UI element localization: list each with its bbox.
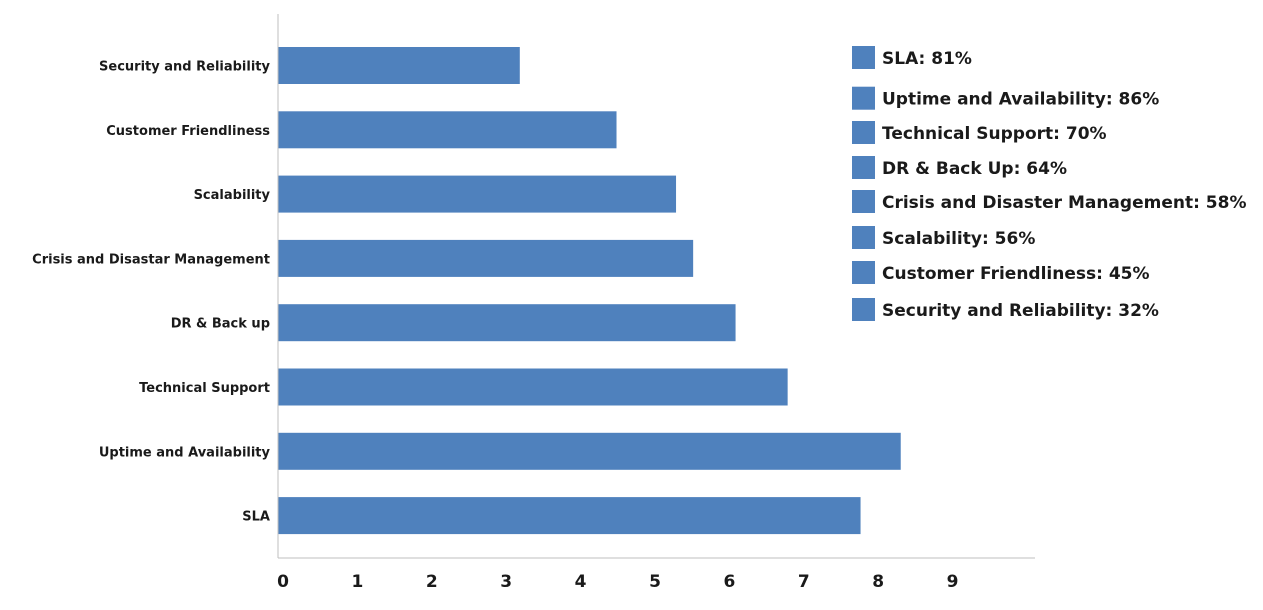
legend-item-customer-friendliness: Customer Friendliness: 45% xyxy=(882,264,1150,284)
x-tick-label-7: 7 xyxy=(798,572,810,592)
bar-dr-and-back-up xyxy=(278,304,736,342)
x-tick-label-2: 2 xyxy=(426,572,438,592)
legend-swatch xyxy=(852,46,875,69)
bar-sla xyxy=(278,497,861,535)
bar-crisis-and-disastar-management xyxy=(278,239,694,277)
category-label-crisis-and-disastar-management: Crisis and Disastar Management xyxy=(32,252,270,267)
x-tick-label-6: 6 xyxy=(723,572,735,592)
bar-customer-friendliness xyxy=(278,111,617,149)
category-label-security-and-reliability: Security and Reliability xyxy=(99,60,270,75)
legend-item-scalability: Scalability: 56% xyxy=(882,229,1035,249)
legend: SLA: 81% Uptime and Availability: 86% Tech… xyxy=(852,46,1246,321)
legend-item-crisis-and-disaster-management: Crisis and Disaster Management: 58% xyxy=(882,193,1246,213)
legend-item-sla: SLA: 81% xyxy=(882,49,972,69)
x-tick-label-9: 9 xyxy=(947,572,959,592)
x-tick-label-4: 4 xyxy=(575,572,587,592)
bar-uptime-and-availability xyxy=(278,432,901,470)
category-label-scalability: Scalability xyxy=(194,188,271,203)
category-label-uptime-and-availability: Uptime and Availability xyxy=(99,445,271,460)
legend-swatch xyxy=(852,121,875,144)
x-tick-label-3: 3 xyxy=(500,572,512,592)
category-label-customer-friendliness: Customer Friendliness xyxy=(106,124,270,139)
x-tick-label-0: 0 xyxy=(277,572,289,592)
x-tick-label-5: 5 xyxy=(649,572,661,592)
legend-swatch xyxy=(852,261,875,284)
bar-security-and-reliability xyxy=(278,47,520,84)
legend-item-uptime-and-availability: Uptime and Availability: 86% xyxy=(882,90,1159,110)
legend-swatch xyxy=(852,156,875,179)
bar-scalability xyxy=(278,175,677,213)
legend-swatch xyxy=(852,190,875,213)
legend-item-security-and-reliability: Security and Reliability: 32% xyxy=(882,301,1159,321)
x-tick-label-1: 1 xyxy=(351,572,363,592)
legend-item-technical-support: Technical Support: 70% xyxy=(882,124,1107,144)
legend-swatch xyxy=(852,86,875,110)
legend-swatch xyxy=(852,226,875,249)
category-label-technical-support: Technical Support xyxy=(139,381,270,396)
bar-group xyxy=(278,47,901,535)
legend-swatch xyxy=(852,298,875,321)
category-label-dr-and-back-up: DR & Back up xyxy=(171,317,270,332)
bar-technical-support xyxy=(278,368,788,406)
category-labels: Security and Reliability Customer Friendl… xyxy=(32,60,270,525)
x-tick-labels: 0 1 2 3 4 5 6 7 8 9 xyxy=(277,572,958,592)
legend-item-dr-and-back-up: DR & Back Up: 64% xyxy=(882,159,1067,179)
x-tick-label-8: 8 xyxy=(872,572,884,592)
category-label-sla: SLA xyxy=(242,510,270,525)
